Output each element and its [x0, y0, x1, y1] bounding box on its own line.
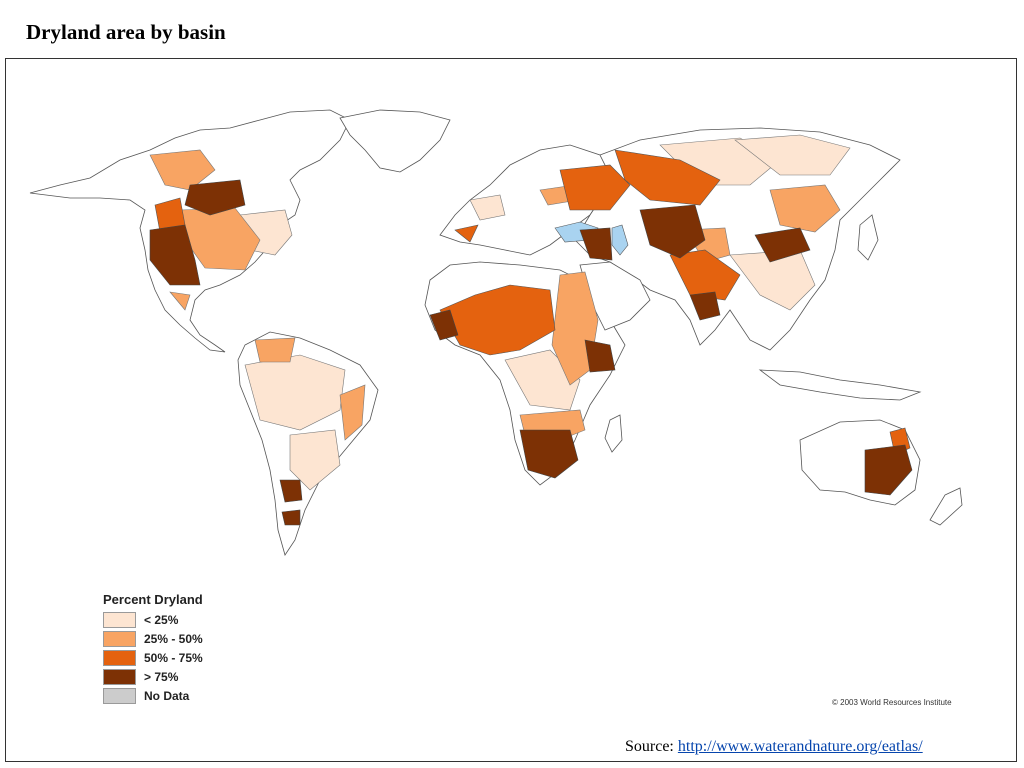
map-frame: [5, 58, 1017, 762]
legend-label: No Data: [144, 688, 190, 703]
indonesia: [758, 369, 922, 401]
copyright-notice: © 2003 World Resources Institute: [832, 698, 952, 707]
greenland: [339, 109, 451, 173]
legend-swatch: [103, 630, 136, 647]
legend-title: Percent Dryland: [103, 592, 203, 607]
legend-swatch: [103, 687, 136, 704]
legend-swatch: [103, 668, 136, 685]
basins-50-75: [154, 149, 911, 456]
basins-under-25: [239, 134, 851, 491]
legend-item: < 25%: [103, 610, 203, 629]
source-prefix: Source:: [625, 738, 678, 755]
legend-label: 25% - 50%: [144, 631, 203, 646]
new-zealand: [929, 487, 963, 526]
legend-label: > 75%: [144, 669, 179, 684]
legend-item: 50% - 75%: [103, 648, 203, 667]
japan: [857, 214, 879, 261]
legend-label: 50% - 75%: [144, 650, 203, 665]
legend-item: 25% - 50%: [103, 629, 203, 648]
source-link[interactable]: http://www.waterandnature.org/eatlas/: [677, 738, 923, 755]
madagascar: [604, 414, 623, 453]
legend: Percent Dryland < 25% 25% - 50% 50% - 75…: [103, 592, 203, 705]
page-title: Dryland area by basin: [26, 20, 226, 44]
basins-over-75: [149, 179, 913, 526]
caspian-sea: [611, 224, 629, 256]
legend-label: < 25%: [144, 612, 179, 627]
source-line: Source: http://www.waterandnature.org/ea…: [625, 738, 923, 756]
legend-swatch: [103, 611, 136, 628]
legend-item: > 75%: [103, 667, 203, 686]
legend-swatch: [103, 649, 136, 666]
legend-item: No Data: [103, 686, 203, 705]
